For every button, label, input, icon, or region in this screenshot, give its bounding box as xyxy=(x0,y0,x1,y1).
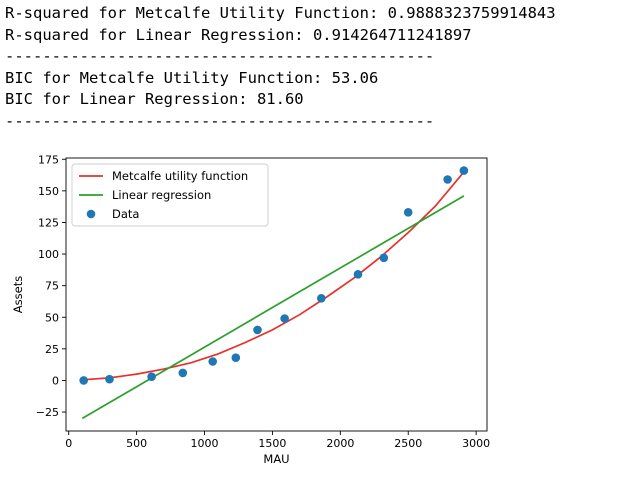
data-point xyxy=(403,208,413,217)
data-point xyxy=(208,357,217,366)
data-point xyxy=(443,175,452,184)
y-tick-label: 75 xyxy=(45,280,59,293)
data-point xyxy=(105,374,114,384)
legend-label: Data xyxy=(112,207,139,221)
x-tick-label: 0 xyxy=(65,437,72,450)
data-point xyxy=(178,368,188,378)
data-point xyxy=(379,253,389,263)
y-tick-label: 50 xyxy=(45,311,59,324)
x-tick-label: 500 xyxy=(126,437,147,450)
data-point xyxy=(280,314,289,323)
y-tick-label: −25 xyxy=(36,406,59,419)
output-line: BIC for Metcalfe Utility Function: 53.06 xyxy=(5,68,379,87)
cell-output: R-squared for Metcalfe Utility Function:… xyxy=(5,3,556,132)
output-line: R-squared for Metcalfe Utility Function:… xyxy=(5,4,556,22)
data-point xyxy=(79,376,88,385)
legend-frame xyxy=(71,163,269,227)
y-tick-label: 25 xyxy=(45,343,59,356)
x-tick-label: 1500 xyxy=(258,437,286,450)
data-point xyxy=(147,372,156,381)
x-tick-label: 1000 xyxy=(191,437,219,450)
data-point xyxy=(353,270,363,279)
output-line: BIC for Linear Regression: 81.60 xyxy=(5,90,304,108)
axes-frame xyxy=(65,157,488,432)
x-tick-label: 2500 xyxy=(394,437,422,450)
output-line: R-squared for Linear Regression: 0.91426… xyxy=(5,25,472,44)
legend-label: Linear regression xyxy=(112,188,211,202)
series-line-metcalfe xyxy=(82,171,465,381)
data-point xyxy=(231,353,241,362)
legend-label: Metcalfe utility function xyxy=(112,169,248,183)
output-line: ----------------------------------------… xyxy=(5,111,435,130)
legend-swatch xyxy=(86,209,96,219)
data-point xyxy=(459,166,469,175)
plot-figure: 0 500 1000 1500 2000 2500 3000 −25 0 25 50 75 100 125… xyxy=(0,130,520,480)
x-tick-label: 3000 xyxy=(462,437,490,450)
x-axis-label: MAU xyxy=(263,452,289,466)
y-tick-label: 175 xyxy=(38,153,59,166)
data-point xyxy=(317,294,326,303)
y-tick-label: 125 xyxy=(38,216,59,229)
y-tick-label: 150 xyxy=(38,185,59,198)
plot-area: 0 500 1000 1500 2000 2500 3000 −25 0 25 50 75 100 125… xyxy=(36,153,490,450)
y-tick-label: 0 xyxy=(52,374,59,387)
y-tick-label: 100 xyxy=(38,248,59,261)
output-line: ----------------------------------------… xyxy=(5,47,435,65)
data-point xyxy=(253,325,262,335)
x-tick-label: 2000 xyxy=(326,437,354,450)
series-line-linear xyxy=(81,195,465,420)
legend: Metcalfe utility function Linear regressi… xyxy=(71,163,269,227)
y-axis-label: Assets xyxy=(11,276,25,313)
